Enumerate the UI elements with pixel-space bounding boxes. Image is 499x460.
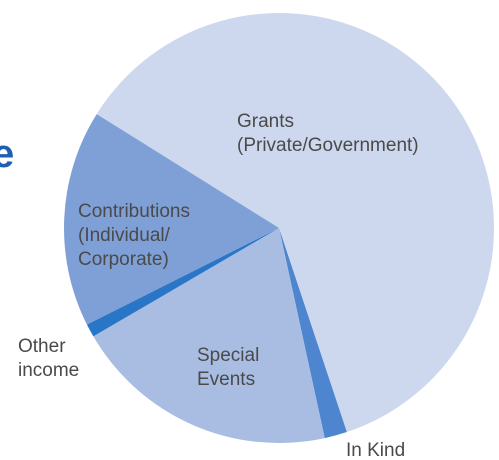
slice-label-line: (Private/Government) — [237, 135, 419, 156]
slice-label-line: Grants — [237, 111, 294, 132]
slice-label-line: Special — [197, 345, 259, 366]
slice-label: Other income — [18, 336, 79, 381]
slice-label-line: Other — [18, 336, 66, 357]
title-fragment: e — [0, 132, 14, 176]
slice-label-line: (Individual/ — [78, 225, 171, 246]
slice-label-line: Corporate) — [78, 249, 169, 270]
slice-label-line: In Kind — [346, 440, 405, 460]
slice-label: In Kind — [346, 440, 405, 460]
slice-label-line: Contributions — [78, 201, 190, 222]
slice-label-line: income — [18, 360, 79, 381]
slice-label-line: Events — [197, 369, 255, 390]
